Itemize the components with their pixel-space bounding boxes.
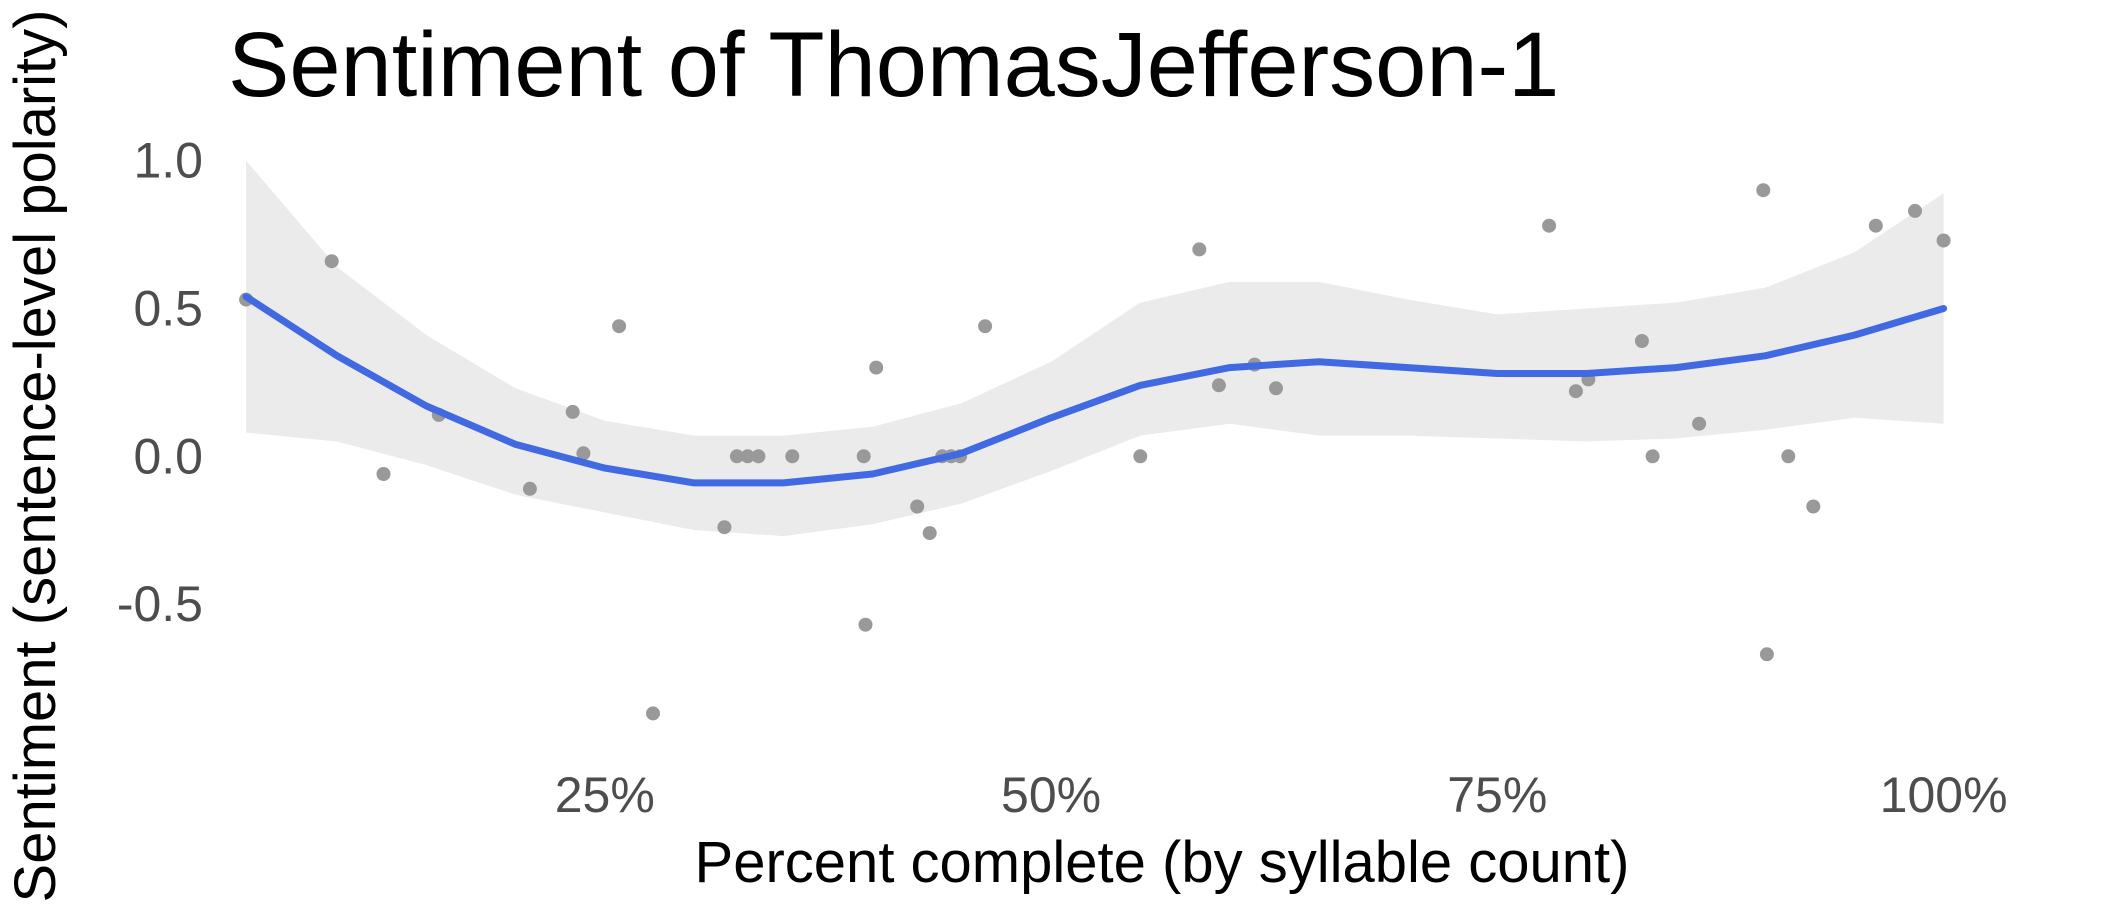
y-tick-label: 0.5 [133, 281, 203, 337]
data-point [646, 706, 660, 721]
data-point [1645, 449, 1660, 464]
chart-title: Sentiment of ThomasJefferson-1 [228, 14, 1559, 116]
data-point [869, 360, 884, 375]
data-point [1269, 381, 1283, 396]
data-point [1806, 499, 1821, 514]
data-point [565, 404, 580, 419]
confidence-band-layer [246, 160, 1944, 537]
x-tick-label: 50% [1001, 767, 1101, 823]
data-point [1781, 449, 1796, 464]
x-tick-label: 75% [1447, 767, 1547, 823]
y-tick-label: 1.0 [133, 133, 203, 189]
confidence-band [246, 160, 1944, 537]
data-point [612, 319, 627, 334]
data-point [576, 446, 591, 461]
data-point [1192, 242, 1207, 257]
data-point [1634, 334, 1649, 348]
x-tick-labels: 25% 50% 75% 100% [555, 767, 2008, 823]
smooth-line-layer [242, 293, 1948, 487]
data-point [751, 449, 766, 464]
smooth-line [242, 293, 1948, 487]
data-point [856, 449, 871, 464]
data-point [1211, 378, 1226, 393]
data-point [522, 481, 537, 496]
data-point [978, 319, 993, 334]
y-tick-labels: 1.0 0.5 0.0 -0.5 [117, 133, 203, 632]
data-point [1756, 183, 1771, 198]
data-point [376, 467, 391, 481]
data-point [717, 520, 732, 535]
x-tick-label: 25% [555, 767, 655, 823]
data-point [1908, 203, 1922, 218]
data-point [910, 499, 925, 514]
data-point [1759, 647, 1774, 662]
y-axis-label: Sentiment (sentence-level polarity) [3, 10, 68, 903]
y-tick-label: 0.0 [133, 428, 203, 484]
data-point [729, 449, 744, 464]
x-tick-label: 100% [1880, 767, 2008, 823]
y-tick-label: -0.5 [117, 576, 203, 632]
x-axis-label: Percent complete (by syllable count) [695, 830, 1630, 895]
data-point [1692, 416, 1707, 431]
data-point [1542, 218, 1557, 233]
data-point [1568, 384, 1583, 399]
data-point [324, 254, 339, 269]
data-point [740, 449, 755, 464]
data-point [858, 617, 873, 632]
data-point [1133, 449, 1148, 464]
data-point [1936, 233, 1951, 248]
data-point [785, 449, 800, 464]
data-point [1868, 218, 1883, 233]
data-point [922, 526, 937, 541]
